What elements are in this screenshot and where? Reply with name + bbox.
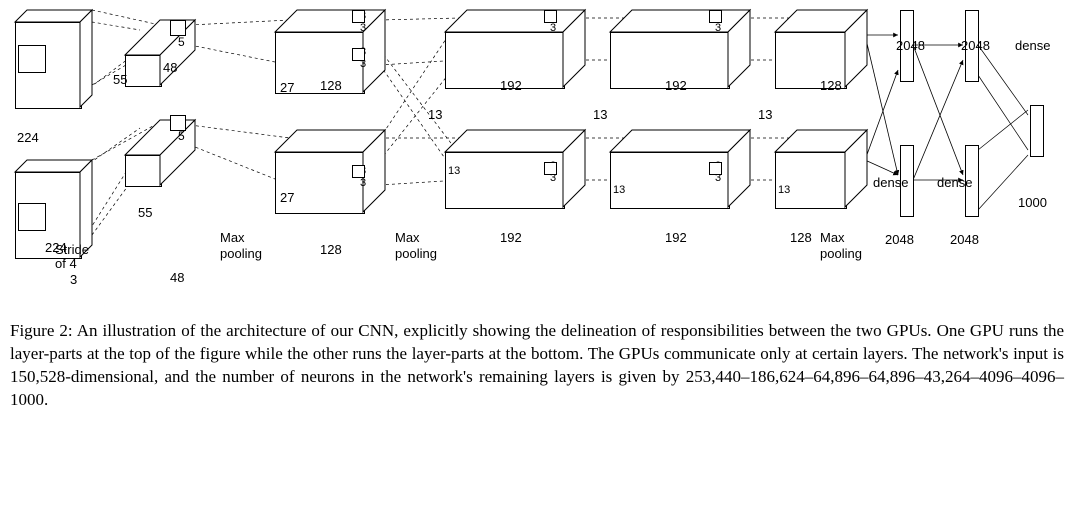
label-stride: Stride [55, 242, 89, 257]
kernel-square-conv1-bot [170, 115, 186, 131]
label-maxpool-a2: pooling [220, 246, 262, 261]
label-maxpool-c1: Max [820, 230, 845, 245]
figure-caption: Figure 2: An illustration of the archite… [10, 320, 1064, 412]
label-conv5-128b: 128 [790, 230, 812, 245]
label-conv2-27a: 27 [280, 80, 294, 95]
label-conv2-128b: 128 [320, 242, 342, 257]
figure-number: Figure 2: [10, 321, 73, 340]
label-k5d: 5 [178, 129, 185, 143]
label-maxpool-a1: Max [220, 230, 245, 245]
label-conv4-13b: 13 [613, 184, 625, 196]
label-conv2-128a: 128 [320, 78, 342, 93]
kernel-sq-conv2-bot [352, 165, 365, 178]
kernel-sq-conv2-top-a [352, 10, 365, 23]
label-input-224a: 224 [17, 130, 39, 145]
label-conv3-13b: 13 [448, 165, 460, 177]
label-maxpool-b1: Max [395, 230, 420, 245]
label-conv4-13a: 13 [593, 107, 607, 122]
kernel-sq-conv3-bot [544, 162, 557, 175]
label-fc6-2048b: 2048 [885, 232, 914, 247]
label-conv3-13a: 13 [428, 107, 442, 122]
label-k3l: 3 [715, 22, 721, 34]
label-conv3-192a: 192 [500, 78, 522, 93]
architecture-diagram: 224 224 3 Stride of 4 11 11 11 11 55 55 … [10, 10, 1064, 300]
label-conv5-128a: 128 [820, 78, 842, 93]
label-conv4-192b: 192 [665, 230, 687, 245]
kernel-square-input-bot [18, 203, 46, 231]
kernel-square-conv1-top [170, 20, 186, 36]
label-conv1-55a: 55 [113, 72, 127, 87]
label-maxpool-b2: pooling [395, 246, 437, 261]
label-conv1-48b: 48 [170, 270, 184, 285]
label-fc6-2048a: 2048 [896, 38, 925, 53]
kernel-square-input-top [18, 45, 46, 73]
label-dense-a: dense [873, 175, 908, 190]
kernel-sq-conv4-top [709, 10, 722, 23]
label-conv4-192a: 192 [665, 78, 687, 93]
label-stride-of: of 4 [55, 256, 77, 271]
label-conv2-27b: 27 [280, 190, 294, 205]
label-conv1-55b: 55 [138, 205, 152, 220]
label-k3b: 3 [360, 22, 366, 34]
kernel-sq-conv4-bot [709, 162, 722, 175]
label-conv3-192b: 192 [500, 230, 522, 245]
label-conv5-13b: 13 [778, 184, 790, 196]
kernel-sq-conv3-top [544, 10, 557, 23]
label-dense-c: dense [1015, 38, 1050, 53]
label-output-1000: 1000 [1018, 195, 1047, 210]
label-k3h: 3 [550, 22, 556, 34]
label-conv5-13a: 13 [758, 107, 772, 122]
label-dense-b: dense [937, 175, 972, 190]
label-maxpool-c2: pooling [820, 246, 862, 261]
label-fc7-2048b: 2048 [950, 232, 979, 247]
figure-caption-text: An illustration of the architecture of o… [10, 321, 1064, 409]
label-k3f: 3 [360, 177, 366, 189]
label-k5b: 5 [178, 35, 185, 49]
label-fc7-2048a: 2048 [961, 38, 990, 53]
label-conv1-48a: 48 [163, 60, 177, 75]
label-input-3: 3 [70, 272, 77, 287]
kernel-sq-conv2-top-b [352, 48, 365, 61]
